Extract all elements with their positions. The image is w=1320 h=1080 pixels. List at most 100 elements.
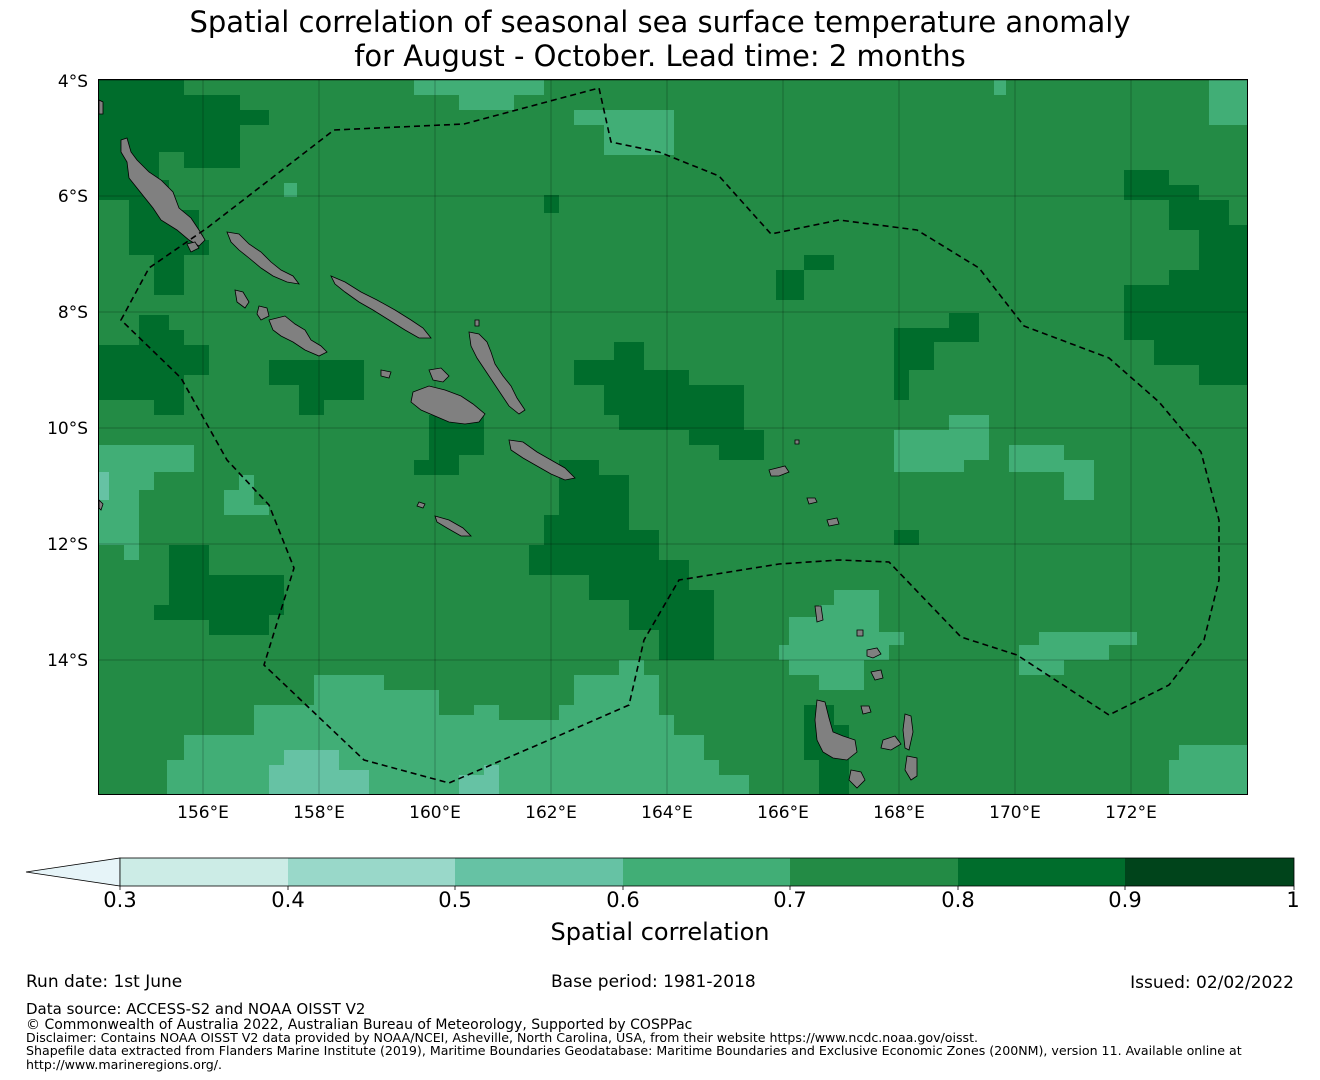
island-vella (234, 289, 250, 309)
colorbar-bin-0.5-0.6 (455, 858, 623, 886)
patch-top-right-small (994, 80, 1006, 95)
patch-vanuatu-light (779, 590, 904, 690)
colorbar-tick-0.3: 0.3 (103, 888, 137, 912)
colorbar-tick-0.7: 0.7 (773, 888, 807, 912)
eez-boundary (120, 87, 1220, 784)
data-source: Data source: ACCESS-S2 and NOAA OISST V2 (26, 1000, 366, 1018)
patch-east-mid (894, 313, 979, 400)
lat-label-4s: 4°S (57, 72, 88, 92)
island-florida (428, 367, 450, 383)
lon-label-160e: 160°E (409, 803, 461, 823)
base-period: Base period: 1981-2018 (551, 972, 756, 992)
island-pentecost (902, 713, 914, 751)
patch-top-c (574, 110, 674, 155)
lat-label-10s: 10°S (47, 419, 88, 439)
colorbar-tick-0.8: 0.8 (941, 888, 975, 912)
island-malekula (880, 735, 902, 751)
colorbar-bin-0.9-1 (1125, 858, 1294, 886)
island-rendova (256, 305, 270, 321)
colorbar-bin-0.6-0.7 (623, 858, 790, 886)
colorbar-label: Spatial correlation (550, 918, 770, 946)
lon-label-172e: 172°E (1105, 803, 1157, 823)
colorbar-tick-1: 1 (1286, 888, 1300, 912)
patch-small-1 (776, 270, 804, 300)
disclaimer: Disclaimer: Contains NOAA OISST V2 data … (26, 1030, 979, 1045)
patch-east-central (574, 342, 764, 460)
colorbar-bin-0.7-0.8 (790, 858, 958, 886)
shapefile-credit: Shapefile data extracted from Flanders M… (26, 1043, 1242, 1058)
copyright-notice: © Commonwealth of Australia 2022, Austra… (26, 1017, 693, 1033)
patch-small-4 (894, 530, 919, 545)
island-efate (848, 769, 866, 789)
correlation-0.8-0.9-patches (99, 80, 1247, 794)
lon-label-158e: 158°E (293, 803, 345, 823)
colorbar-tick-0.4: 0.4 (271, 888, 305, 912)
patch-southeast (1019, 632, 1137, 675)
chart-title-line-1: Spatial correlation of seasonal sea surf… (189, 5, 1131, 39)
island-utupua (826, 517, 840, 527)
island-shortland (186, 241, 200, 253)
patch-nw-lower (99, 180, 209, 295)
colorbar-bin-0.3-0.4 (120, 858, 288, 886)
patch-small-3 (544, 195, 559, 213)
island-bellona (416, 501, 426, 509)
island-ambae (860, 705, 872, 715)
patch-west (99, 315, 209, 415)
island-guadalcanal (410, 385, 486, 425)
lat-label-6s: 6°S (57, 187, 88, 207)
patch-east-light (894, 415, 989, 472)
patch-southwest (154, 545, 284, 635)
patch-nw (99, 80, 269, 180)
issued-date: Issued: 02/02/2022 (1130, 973, 1294, 993)
lon-label-166e: 166°E (757, 803, 809, 823)
colorbar-tick-0.5: 0.5 (438, 888, 472, 912)
colorbar-bin-0.4-0.5 (288, 858, 455, 886)
island-ndai (474, 319, 480, 327)
island-malaita (468, 331, 526, 415)
patch-ne (1124, 170, 1247, 385)
patch-small-tl (284, 183, 297, 197)
lon-label-162e: 162°E (525, 803, 577, 823)
patch-solomon-central (269, 360, 364, 415)
island-santa-cruz (768, 465, 790, 477)
graticule (99, 80, 1247, 794)
map-canvas (99, 80, 1247, 794)
patch-west-light (99, 445, 194, 560)
chart-title-line-2: for August - October. Lead time: 2 month… (354, 39, 966, 73)
colorbar-tick-0.9: 0.9 (1108, 888, 1142, 912)
island-vanikoro (806, 497, 818, 505)
island-west-edge-2 (99, 499, 104, 511)
lat-label-12s: 12°S (47, 535, 88, 555)
island-espiritu-santo (814, 699, 858, 761)
island-duff (794, 439, 800, 445)
island-west-edge (99, 99, 104, 115)
shapefile-url: http://www.marineregions.org/. (26, 1057, 223, 1072)
island-choiseul (226, 231, 300, 285)
island-gaua (870, 669, 884, 681)
base-field-0.7-0.8 (99, 80, 1247, 794)
correlation-0.5-0.6-patches (99, 472, 499, 794)
colorbar-ticks (119, 886, 1295, 890)
island-vanua-lava (866, 647, 882, 659)
patch-top-nc (414, 80, 544, 110)
lon-label-156e: 156°E (177, 803, 229, 823)
island-new-georgia (268, 315, 328, 357)
patch-south-light (269, 750, 369, 794)
colorbar-outline (119, 857, 1295, 887)
lon-label-168e: 168°E (873, 803, 925, 823)
lon-label-164e: 164°E (641, 803, 693, 823)
run-date: Run date: 1st June (26, 972, 183, 992)
island-epi (904, 755, 918, 781)
island-makira (508, 439, 576, 481)
lon-label-170e: 170°E (989, 803, 1041, 823)
patch-se-corner (1169, 745, 1247, 794)
patch-west-light-2 (224, 475, 269, 515)
lat-label-8s: 8°S (57, 303, 88, 323)
colorbar (25, 857, 1295, 890)
patch-south-central (529, 460, 714, 660)
patch-small-2 (804, 255, 834, 270)
island-rennell (434, 515, 472, 537)
patch-top-right (1209, 80, 1247, 125)
island-bougainville (120, 137, 206, 247)
land-masses (99, 99, 918, 789)
